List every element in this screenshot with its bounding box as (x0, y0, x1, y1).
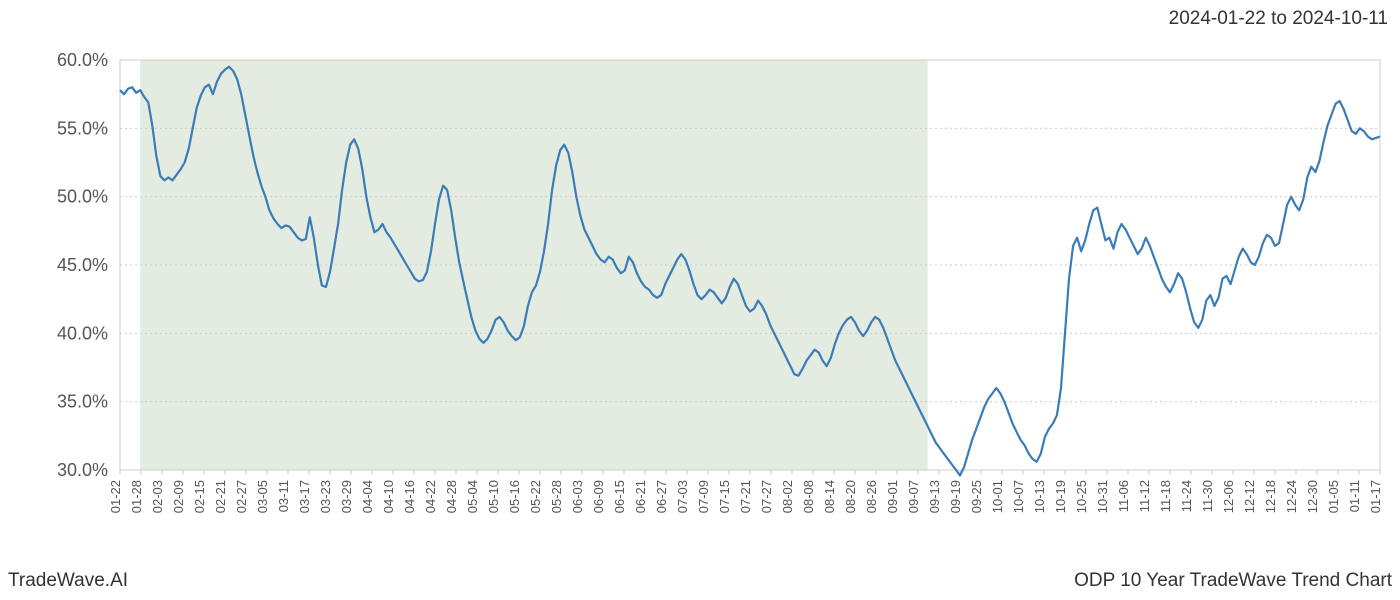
x-tick-label: 04-22 (423, 480, 438, 513)
y-tick-label: 55.0% (57, 118, 108, 138)
x-tick-label: 09-07 (906, 480, 921, 513)
x-tick-label: 08-26 (864, 480, 879, 513)
x-tick-label: 07-03 (675, 480, 690, 513)
x-tick-label: 12-24 (1284, 480, 1299, 513)
x-tick-label: 04-10 (381, 480, 396, 513)
x-tick-label: 08-20 (843, 480, 858, 513)
x-tick-label: 11-12 (1137, 480, 1152, 512)
x-tick-label: 01-28 (129, 480, 144, 513)
x-tick-label: 05-28 (549, 480, 564, 513)
x-tick-label: 07-15 (717, 480, 732, 513)
x-tick-label: 10-07 (1011, 480, 1026, 513)
x-tick-label: 08-08 (801, 480, 816, 513)
x-tick-label: 03-17 (297, 480, 312, 513)
x-tick-label: 04-16 (402, 480, 417, 513)
x-tick-label: 07-27 (759, 480, 774, 513)
x-tick-label: 04-28 (444, 480, 459, 513)
x-tick-label: 02-21 (213, 480, 228, 513)
x-tick-label: 08-02 (780, 480, 795, 513)
shaded-region (140, 60, 928, 470)
x-tick-label: 06-21 (633, 480, 648, 513)
x-tick-label: 11-24 (1179, 480, 1194, 512)
x-tick-label: 10-25 (1074, 480, 1089, 513)
x-tick-label: 11-18 (1158, 480, 1173, 512)
x-tick-label: 09-25 (969, 480, 984, 513)
x-tick-label: 04-04 (360, 480, 375, 513)
trend-chart: 30.0% 35.0% 40.0% 45.0% 50.0% 55.0% 60.0% 01-22… (0, 0, 1400, 600)
y-tick-label: 45.0% (57, 255, 108, 275)
x-tick-label: 09-19 (948, 480, 963, 513)
x-tick-label: 02-27 (234, 480, 249, 513)
x-tick-label: 11-30 (1200, 480, 1215, 512)
x-tick-label: 02-09 (171, 480, 186, 513)
y-tick-label: 30.0% (57, 460, 108, 480)
x-tick-label: 10-01 (990, 480, 1005, 513)
x-tick-label: 06-03 (570, 480, 585, 513)
x-tick-label: 12-18 (1263, 480, 1278, 513)
x-tick-label: 03-11 (276, 480, 291, 512)
x-tick-label: 03-05 (255, 480, 270, 513)
x-tick-label: 05-04 (465, 480, 480, 513)
x-tick-label: 01-17 (1368, 480, 1383, 513)
y-tick-label: 60.0% (57, 50, 108, 70)
x-tick-label: 01-05 (1326, 480, 1341, 513)
x-tick-label: 07-21 (738, 480, 753, 513)
x-tick-label: 05-22 (528, 480, 543, 513)
x-tick-label: 12-12 (1242, 480, 1257, 513)
x-tick-label: 07-09 (696, 480, 711, 513)
x-tick-label: 05-16 (507, 480, 522, 513)
x-tick-label: 01-11 (1347, 480, 1362, 512)
x-tick-label: 03-23 (318, 480, 333, 513)
x-tick-label: 12-06 (1221, 480, 1236, 513)
x-tick-label: 01-22 (108, 480, 123, 513)
y-tick-label: 35.0% (57, 392, 108, 412)
y-tick-label: 40.0% (57, 323, 108, 343)
x-tick-label: 10-31 (1095, 480, 1110, 513)
x-tick-label: 10-19 (1053, 480, 1068, 513)
x-tick-label: 09-01 (885, 480, 900, 513)
x-tick-label: 10-13 (1032, 480, 1047, 513)
x-tick-label: 08-14 (822, 480, 837, 513)
x-tick-label: 06-27 (654, 480, 669, 513)
x-tick-label: 05-10 (486, 480, 501, 513)
x-tick-label: 02-15 (192, 480, 207, 513)
x-tick-label: 09-13 (927, 480, 942, 513)
x-tick-label: 03-29 (339, 480, 354, 513)
x-tick-label: 02-03 (150, 480, 165, 513)
x-tick-label: 06-09 (591, 480, 606, 513)
x-tick-label: 12-30 (1305, 480, 1320, 513)
x-tick-label: 11-06 (1116, 480, 1131, 512)
y-tick-label: 50.0% (57, 187, 108, 207)
x-tick-label: 06-15 (612, 480, 627, 513)
